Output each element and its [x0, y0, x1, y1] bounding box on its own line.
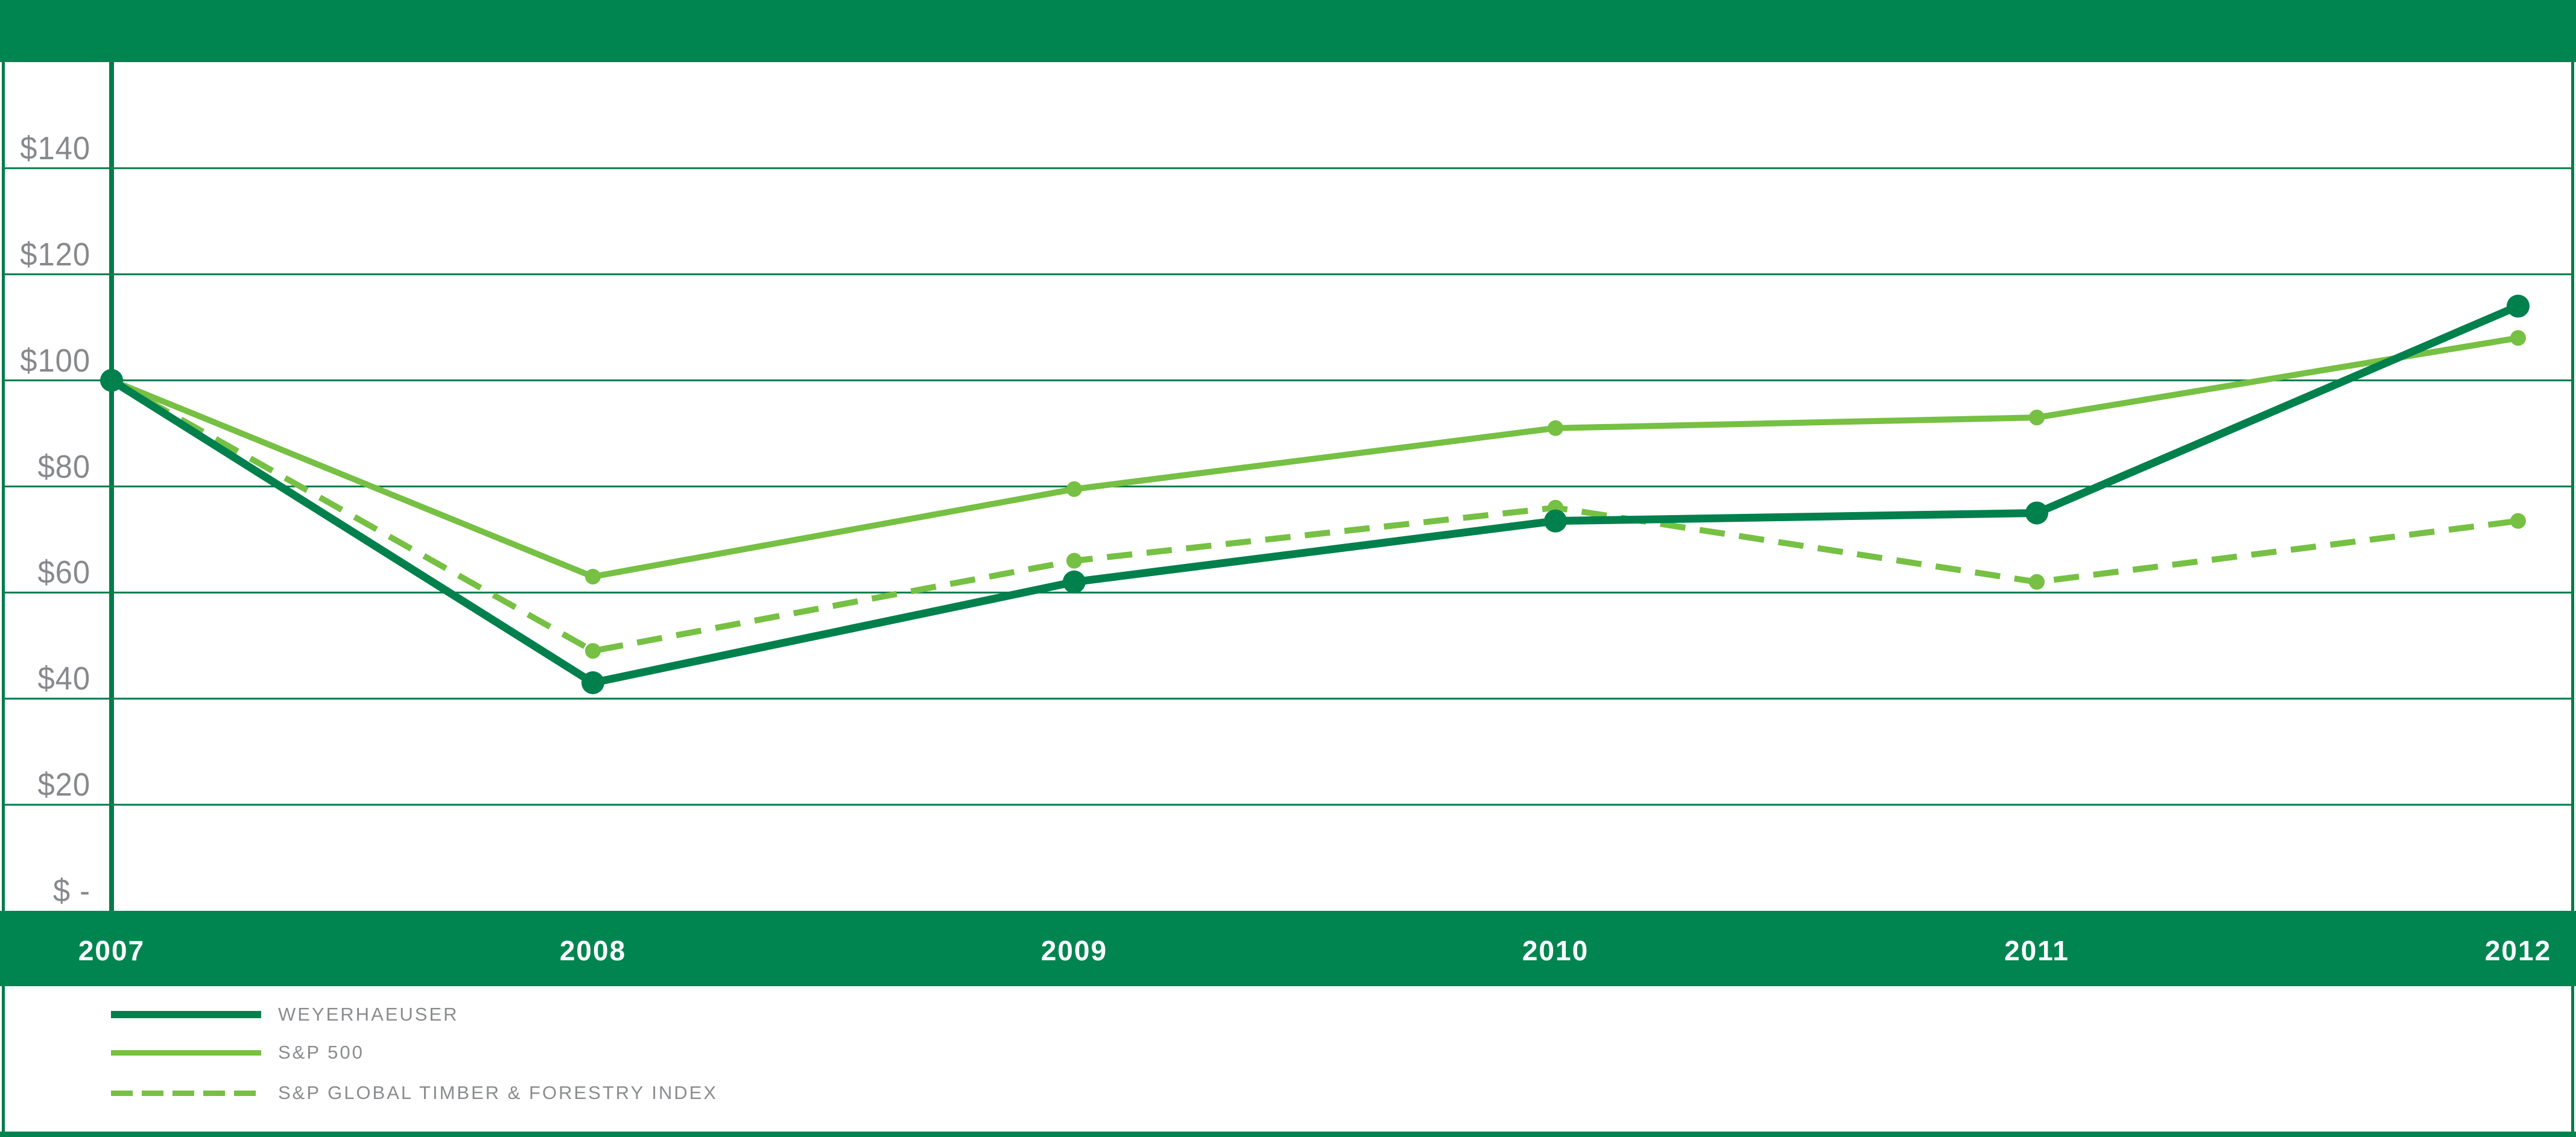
- legend-row-s-p-global-timber-forestry-index: S&P GLOBAL TIMBER & FORESTRY INDEX: [111, 1081, 718, 1105]
- s-p-500-point-2012: [2510, 330, 2526, 346]
- weyerhaeuser-point-2010: [1544, 509, 1567, 533]
- weyerhaeuser-point-2012: [2507, 294, 2530, 318]
- legend-swatch-s-p-500: [111, 1050, 261, 1056]
- y-axis-label-60: $60: [37, 554, 90, 591]
- s-p-global-timber-forestry-index-point-2008: [585, 643, 601, 659]
- x-axis-label-2010: 2010: [1522, 935, 1589, 966]
- x-axis-label-2009: 2009: [1040, 935, 1108, 966]
- legend-label-s-p-500: S&P 500: [278, 1042, 364, 1063]
- series-line-s-p-500: [110, 335, 2519, 580]
- weyerhaeuser-point-2009: [1063, 570, 1086, 594]
- legend-label-weyerhaeuser: WEYERHAEUSER: [278, 1004, 459, 1025]
- s-p-global-timber-forestry-index-point-2009: [1066, 553, 1082, 569]
- plot-left-border: [2, 62, 5, 1137]
- s-p-500-point-2010: [1548, 420, 1563, 436]
- s-p-global-timber-forestry-index-point-2011: [2029, 574, 2045, 590]
- weyerhaeuser-point-2007: [100, 369, 123, 392]
- series-line-weyerhaeuser: [109, 302, 2520, 687]
- legend-swatch-s-p-global-timber-forestry-index: [111, 1090, 261, 1096]
- y-axis-label-120: $120: [20, 236, 90, 273]
- weyerhaeuser-point-2011: [2025, 501, 2048, 525]
- line-chart-plot: [4, 62, 2572, 911]
- y-axis-label-140: $140: [20, 130, 90, 166]
- legend-row-weyerhaeuser: WEYERHAEUSER: [111, 1002, 459, 1027]
- legend-label-s-p-global-timber-forestry-index: S&P GLOBAL TIMBER & FORESTRY INDEX: [278, 1082, 718, 1103]
- header-bar: [0, 0, 2576, 62]
- x-axis-label-2008: 2008: [559, 935, 627, 966]
- weyerhaeuser-point-2008: [581, 671, 604, 694]
- plot-right-border: [2571, 62, 2574, 1137]
- y-axis-label-100: $100: [20, 342, 90, 379]
- x-axis-label-2007: 2007: [78, 935, 145, 966]
- y-axis-label-80: $80: [37, 448, 90, 485]
- s-p-500-point-2008: [585, 568, 601, 584]
- s-p-global-timber-forestry-index-point-2012: [2510, 513, 2526, 529]
- x-axis-label-2012: 2012: [2484, 935, 2552, 966]
- y-axis-label-20: $20: [37, 767, 90, 803]
- s-p-500-point-2009: [1066, 481, 1082, 497]
- y-axis-label-40: $40: [37, 660, 90, 697]
- legend-swatch-weyerhaeuser: [111, 1011, 261, 1018]
- legend-row-s-p-500: S&P 500: [111, 1040, 364, 1065]
- x-axis-band: 2007 2008 2009 2010 2011 2012: [0, 911, 2576, 986]
- chart-legend: WEYERHAEUSER S&P 500 S&P GLOBAL TIMBER & F…: [0, 986, 2576, 1132]
- footer-strip: [0, 1132, 2576, 1137]
- y-axis-label-0: $ -: [52, 873, 90, 909]
- series-line-s-p-global-timber-forestry-index: [110, 378, 2519, 654]
- s-p-500-point-2011: [2029, 410, 2045, 426]
- x-axis-label-2011: 2011: [2004, 935, 2069, 966]
